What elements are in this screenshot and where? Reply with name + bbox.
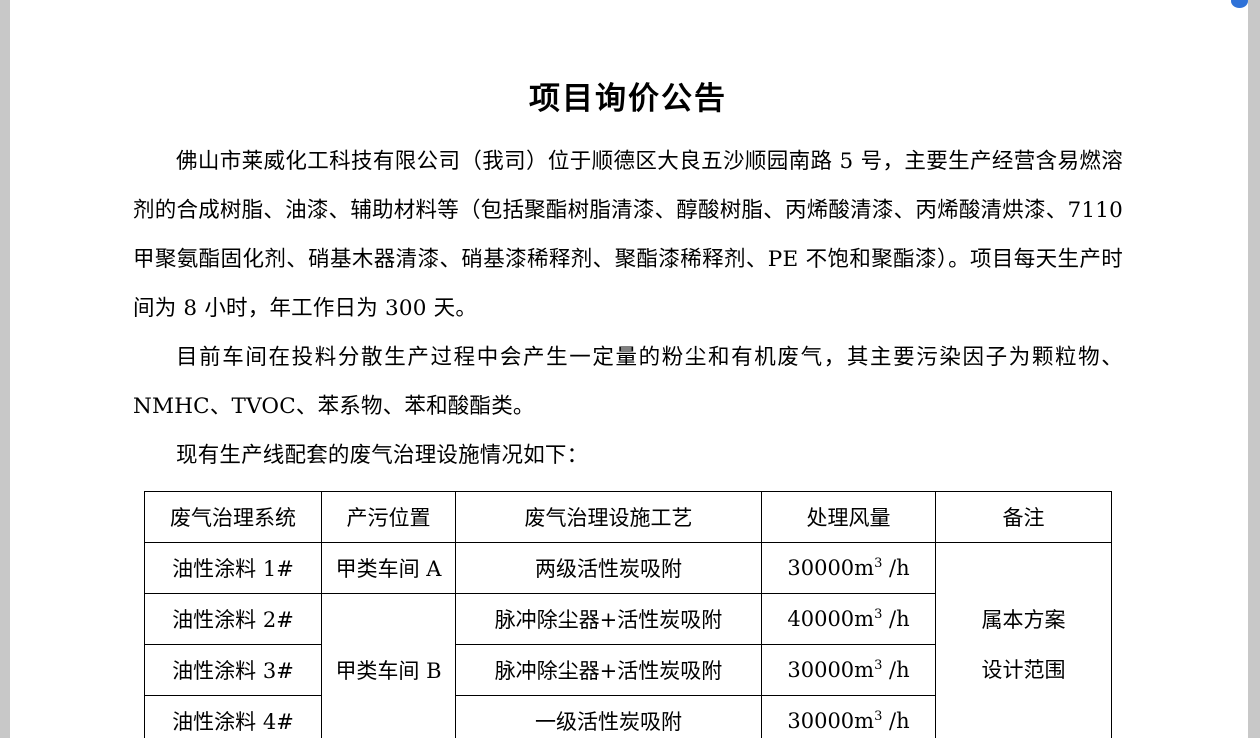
cell-flow: 30000m3 /h — [761, 542, 936, 594]
cell-process: 两级活性炭吸附 — [455, 542, 762, 594]
waste-gas-facility-table: 废气治理系统 产污位置 废气治理设施工艺 处理风量 备注 油性涂料 1# 甲类车… — [144, 491, 1112, 738]
vertical-scrollbar[interactable] — [1248, 0, 1260, 738]
cell-location: 甲类车间 A — [321, 542, 456, 594]
table-header-process: 废气治理设施工艺 — [455, 491, 762, 543]
cell-note: 属本方案 设计范围 — [935, 542, 1112, 738]
cell-flow: 30000m3 /h — [761, 695, 936, 738]
flow-exponent: 3 — [874, 658, 883, 673]
cell-process: 一级活性炭吸附 — [455, 695, 762, 738]
document-body: 项目询价公告 佛山市莱威化工科技有限公司（我司）位于顺德区大良五沙顺园南路 5 … — [133, 0, 1123, 738]
paragraph-pollutants: 目前车间在投料分散生产过程中会产生一定量的粉尘和有机废气，其主要污染因子为颗粒物… — [133, 345, 1123, 419]
page-title: 项目询价公告 — [529, 81, 727, 117]
cell-system: 油性涂料 2# — [144, 593, 322, 645]
flow-value: 30000m — [787, 556, 875, 580]
scroll-position-indicator-icon[interactable] — [1231, 0, 1248, 8]
flow-value: 30000m — [787, 709, 875, 733]
table-header-flow: 处理风量 — [761, 491, 936, 543]
table-header-note: 备注 — [935, 491, 1112, 543]
cell-system: 油性涂料 4# — [144, 695, 322, 738]
note-line-1: 属本方案 — [981, 607, 1066, 632]
flow-unit: /h — [882, 607, 910, 631]
flow-unit: /h — [882, 709, 910, 733]
cell-location: 甲类车间 B — [321, 593, 456, 738]
flow-exponent: 3 — [874, 556, 883, 571]
table-row: 油性涂料 4# 一级活性炭吸附 30000m3 /h — [144, 695, 1112, 738]
cell-system: 油性涂料 1# — [144, 542, 322, 594]
cell-flow: 30000m3 /h — [761, 644, 936, 696]
note-line-2: 设计范围 — [981, 657, 1066, 682]
flow-value: 30000m — [787, 658, 875, 682]
cell-system: 油性涂料 3# — [144, 644, 322, 696]
table-header-row: 废气治理系统 产污位置 废气治理设施工艺 处理风量 备注 — [144, 491, 1112, 543]
flow-exponent: 3 — [874, 709, 883, 724]
flow-exponent: 3 — [874, 607, 883, 622]
paragraph-table-lead-in: 现有生产线配套的废气治理设施情况如下： — [176, 443, 589, 468]
cell-process: 脉冲除尘器+活性炭吸附 — [455, 644, 762, 696]
flow-value: 40000m — [787, 607, 875, 631]
document-page: 项目询价公告 佛山市莱威化工科技有限公司（我司）位于顺德区大良五沙顺园南路 5 … — [10, 0, 1248, 738]
table-header-system: 废气治理系统 — [144, 491, 322, 543]
flow-unit: /h — [882, 658, 910, 682]
paragraph-company-intro: 佛山市莱威化工科技有限公司（我司）位于顺德区大良五沙顺园南路 5 号，主要生产经… — [133, 149, 1123, 321]
table-header-location: 产污位置 — [321, 491, 456, 543]
cell-flow: 40000m3 /h — [761, 593, 936, 645]
table-row: 油性涂料 1# 甲类车间 A 两级活性炭吸附 30000m3 /h 属本方案 设… — [144, 542, 1112, 738]
cell-process: 脉冲除尘器+活性炭吸附 — [455, 593, 762, 645]
flow-unit: /h — [882, 556, 910, 580]
